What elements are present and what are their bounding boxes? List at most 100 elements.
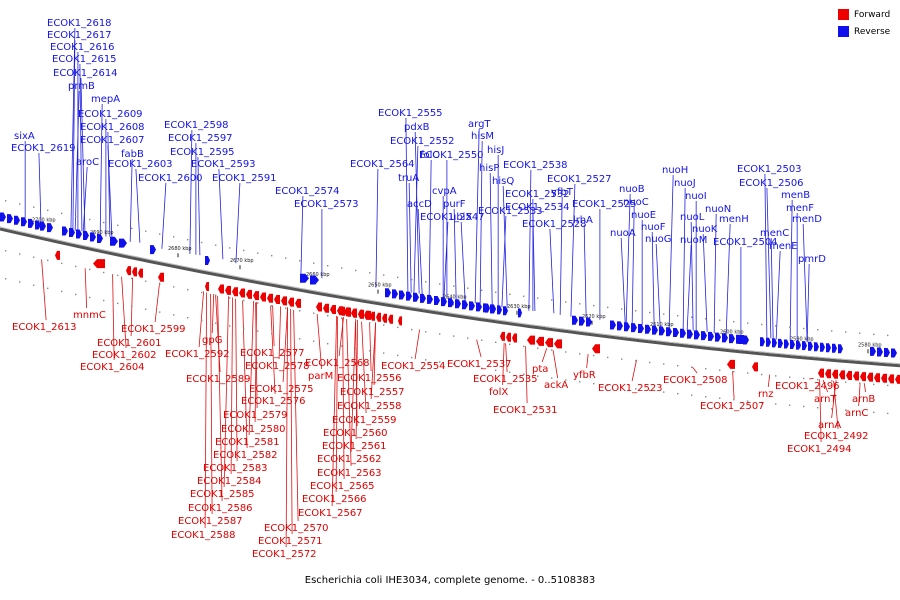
reverse-gene-arrow[interactable] <box>14 215 20 225</box>
reverse-gene-label[interactable]: nuoG <box>645 234 672 245</box>
reverse-gene-arrow[interactable] <box>820 342 825 352</box>
reverse-gene-arrow[interactable] <box>310 275 319 285</box>
reverse-gene-arrow[interactable] <box>427 294 433 304</box>
reverse-gene-arrow[interactable] <box>300 273 309 283</box>
reverse-gene-arrow[interactable] <box>766 337 771 347</box>
forward-gene-arrow[interactable] <box>545 338 553 348</box>
forward-gene-arrow[interactable] <box>218 284 224 294</box>
reverse-gene-arrow[interactable] <box>784 339 789 349</box>
reverse-gene-label[interactable]: ECOK1_2617 <box>47 30 112 41</box>
reverse-gene-label[interactable]: ECOK1_2547 <box>420 212 485 223</box>
reverse-gene-label[interactable]: ECOK1_2603 <box>108 159 173 170</box>
forward-gene-label[interactable]: ECOK1_2560 <box>323 428 388 439</box>
reverse-gene-arrow[interactable] <box>715 332 721 342</box>
forward-gene-label[interactable]: pta <box>532 364 548 375</box>
reverse-gene-arrow[interactable] <box>802 341 807 351</box>
reverse-gene-arrow[interactable] <box>503 306 508 316</box>
forward-gene-label[interactable]: folX <box>489 387 508 398</box>
reverse-gene-label[interactable]: menE <box>769 241 798 252</box>
forward-gene-arrow[interactable] <box>860 372 866 382</box>
forward-gene-label[interactable]: ECOK1_2602 <box>92 350 157 361</box>
forward-gene-label[interactable]: ECOK1_2587 <box>178 516 243 527</box>
reverse-gene-label[interactable]: truA <box>398 173 419 184</box>
reverse-gene-arrow[interactable] <box>491 304 496 314</box>
reverse-gene-arrow[interactable] <box>476 302 482 312</box>
reverse-gene-label[interactable]: argT <box>468 119 491 130</box>
forward-gene-label[interactable]: arnB <box>852 394 875 405</box>
reverse-gene-label[interactable]: ECOK1_2533 <box>478 206 543 217</box>
reverse-gene-label[interactable]: ECOK1_2597 <box>168 133 233 144</box>
forward-gene-label[interactable]: ECOK1_2576 <box>241 396 306 407</box>
reverse-gene-arrow[interactable] <box>645 324 651 334</box>
reverse-gene-arrow[interactable] <box>35 220 41 230</box>
reverse-gene-label[interactable]: ECOK1_2616 <box>50 42 115 53</box>
reverse-gene-label[interactable]: hisQ <box>492 176 514 187</box>
reverse-gene-label[interactable]: ECOK1_2609 <box>78 109 143 120</box>
reverse-gene-arrow[interactable] <box>434 296 440 306</box>
forward-gene-label[interactable]: ECOK1_2531 <box>493 405 558 416</box>
forward-gene-label[interactable]: ackA <box>544 380 568 391</box>
forward-gene-arrow[interactable] <box>138 268 143 278</box>
forward-gene-label[interactable]: ECOK1_2537 <box>447 359 512 370</box>
reverse-gene-arrow[interactable] <box>666 327 672 337</box>
forward-gene-arrow[interactable] <box>846 370 852 380</box>
forward-gene-label[interactable]: ECOK1_2492 <box>804 431 869 442</box>
forward-gene-label[interactable]: ECOK1_2558 <box>337 401 402 412</box>
forward-gene-arrow[interactable] <box>246 289 252 299</box>
forward-gene-label[interactable]: ECOK1_2570 <box>264 523 329 534</box>
reverse-gene-arrow[interactable] <box>708 331 714 341</box>
reverse-gene-arrow[interactable] <box>385 288 391 298</box>
forward-gene-label[interactable]: ECOK1_2586 <box>188 503 253 514</box>
reverse-gene-arrow[interactable] <box>399 290 405 300</box>
forward-gene-arrow[interactable] <box>853 371 859 381</box>
reverse-gene-label[interactable]: nuoN <box>705 204 731 215</box>
forward-gene-arrow[interactable] <box>382 313 387 323</box>
forward-gene-arrow[interactable] <box>205 282 209 292</box>
forward-gene-label[interactable]: ECOK1_2581 <box>215 437 280 448</box>
forward-gene-arrow[interactable] <box>295 298 301 308</box>
reverse-gene-label[interactable]: ECOK1_2619 <box>11 143 76 154</box>
reverse-gene-arrow[interactable] <box>83 231 89 241</box>
forward-gene-label[interactable]: arnA <box>818 420 841 431</box>
reverse-gene-arrow[interactable] <box>673 328 679 338</box>
forward-gene-arrow[interactable] <box>281 296 287 306</box>
reverse-gene-label[interactable]: ECOK1_2608 <box>80 122 145 133</box>
forward-gene-arrow[interactable] <box>126 266 131 276</box>
forward-gene-arrow[interactable] <box>874 373 880 383</box>
reverse-gene-label[interactable]: ECOK1_2527 <box>547 174 612 185</box>
forward-gene-label[interactable]: ECOK1_2508 <box>663 375 728 386</box>
reverse-gene-arrow[interactable] <box>441 297 447 307</box>
reverse-gene-arrow[interactable] <box>150 245 156 255</box>
reverse-gene-label[interactable]: ECOK1_2598 <box>164 120 229 131</box>
reverse-gene-label[interactable]: prmB <box>68 81 95 92</box>
reverse-gene-arrow[interactable] <box>838 344 843 354</box>
forward-gene-arrow[interactable] <box>340 306 345 316</box>
forward-gene-label[interactable]: ECOK1_2565 <box>310 481 375 492</box>
forward-gene-arrow[interactable] <box>370 311 375 321</box>
reverse-gene-label[interactable]: menC <box>760 228 789 239</box>
reverse-gene-label[interactable]: ECOK1_2538 <box>503 160 568 171</box>
forward-gene-arrow[interactable] <box>55 250 60 260</box>
forward-gene-label[interactable]: ECOK1_2588 <box>171 530 236 541</box>
forward-gene-label[interactable]: ECOK1_2496 <box>775 381 840 392</box>
reverse-gene-arrow[interactable] <box>69 227 75 237</box>
reverse-gene-label[interactable]: cvpA <box>432 186 457 197</box>
reverse-gene-label[interactable]: ECOK1_2591 <box>212 173 277 184</box>
reverse-gene-label[interactable]: ECOK1_2506 <box>739 178 804 189</box>
reverse-gene-label[interactable]: ECOK1_2615 <box>52 54 117 65</box>
reverse-gene-arrow[interactable] <box>870 346 876 356</box>
reverse-gene-label[interactable]: pmrD <box>798 254 826 265</box>
forward-gene-arrow[interactable] <box>239 288 245 298</box>
forward-gene-arrow[interactable] <box>388 314 393 324</box>
reverse-gene-arrow[interactable] <box>47 223 53 233</box>
reverse-gene-label[interactable]: menH <box>719 214 749 225</box>
forward-gene-arrow[interactable] <box>881 373 887 383</box>
reverse-gene-label[interactable]: nuoF <box>641 222 666 233</box>
reverse-gene-arrow[interactable] <box>7 214 13 224</box>
reverse-gene-arrow[interactable] <box>392 289 398 299</box>
reverse-gene-arrow[interactable] <box>884 348 890 358</box>
reverse-gene-arrow[interactable] <box>760 337 765 347</box>
reverse-gene-arrow[interactable] <box>76 229 82 239</box>
reverse-gene-arrow[interactable] <box>624 322 630 332</box>
reverse-gene-label[interactable]: ECOK1_2534 <box>505 202 570 213</box>
